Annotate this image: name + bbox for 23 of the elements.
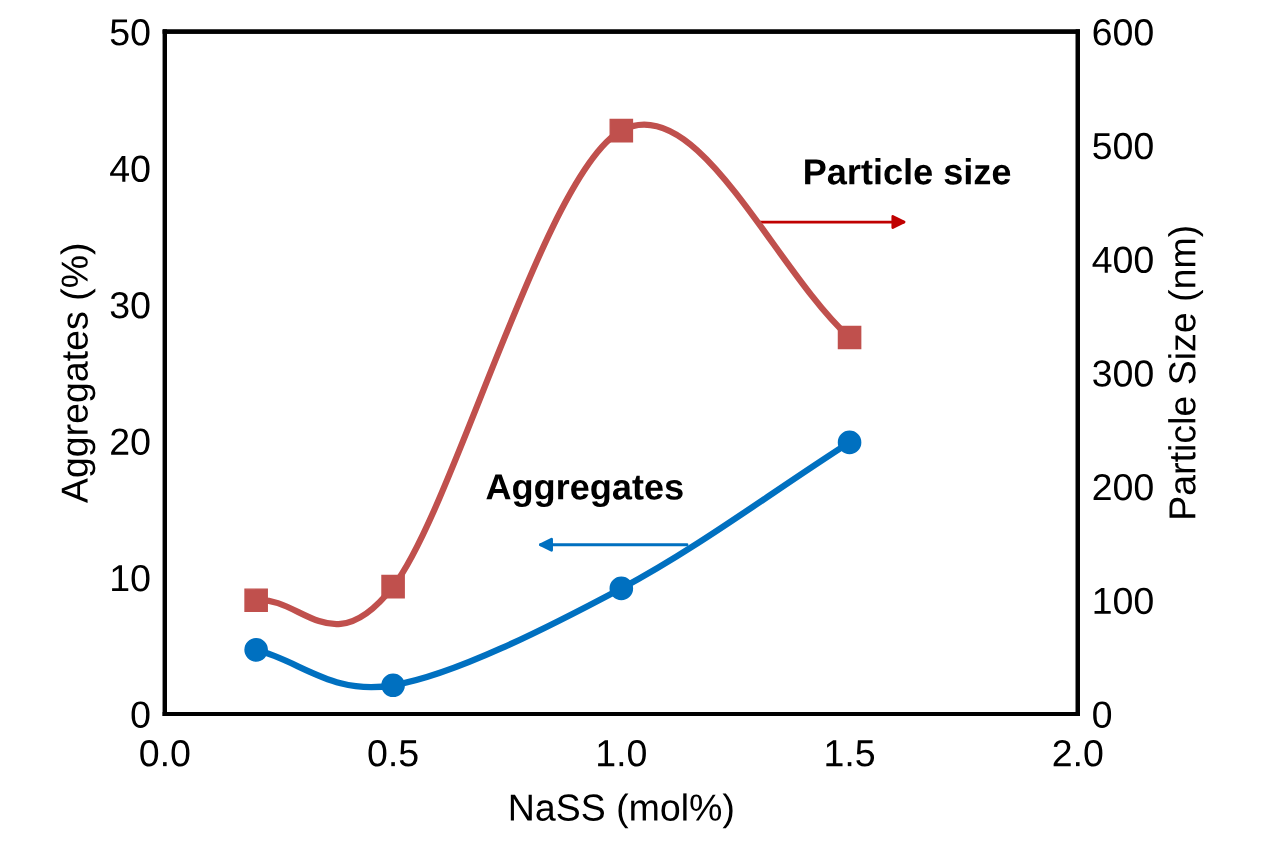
x-tick-label: 0.0 (140, 739, 190, 767)
y2-axis-title: Particle Size (nm) (1168, 227, 1204, 518)
y2-tick-label: 200 (1093, 473, 1153, 501)
y-tick-label: 0 (131, 701, 150, 728)
x-tick-label: 2.0 (1053, 739, 1103, 767)
y2-tick-label: 600 (1093, 19, 1153, 46)
y2-tick-label: 0 (1093, 701, 1112, 728)
x-tick-label: 1.5 (826, 740, 875, 767)
series-label: Particle size (805, 158, 1011, 185)
y2-tick-label: 100 (1094, 587, 1153, 615)
y-tick-label: 10 (112, 564, 150, 592)
series-label: Aggregates (486, 474, 683, 507)
y-tick-label: 20 (111, 428, 150, 455)
x-axis-title: NaSS (mol%) (510, 793, 733, 829)
y2-tick-label: 300 (1093, 360, 1153, 387)
x-tick-label: 1.0 (598, 739, 646, 767)
y2-tick-label: 400 (1092, 246, 1153, 274)
y2-tick-label: 500 (1093, 132, 1153, 160)
x-tick-label: 0.5 (368, 739, 418, 767)
y-tick-label: 40 (110, 155, 150, 183)
y-axis-title: Aggregates (%) (60, 244, 96, 503)
y-tick-label: 30 (110, 291, 150, 319)
y-tick-label: 50 (110, 19, 150, 46)
